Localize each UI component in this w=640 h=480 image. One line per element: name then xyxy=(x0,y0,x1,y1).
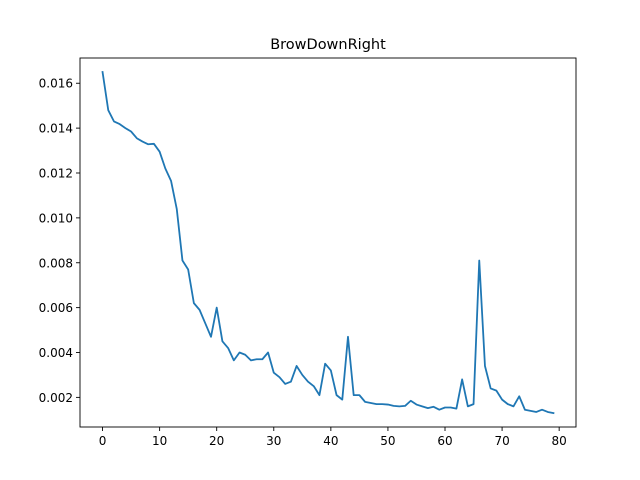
x-tick-label: 10 xyxy=(152,434,167,448)
y-tick-label: 0.010 xyxy=(39,211,73,225)
x-tick-label: 60 xyxy=(437,434,452,448)
chart-title: BrowDownRight xyxy=(270,37,386,53)
x-tick-label: 0 xyxy=(99,434,107,448)
y-tick-label: 0.012 xyxy=(39,166,73,180)
y-tick-label: 0.008 xyxy=(39,256,73,270)
x-tick-label: 50 xyxy=(380,434,395,448)
x-tick-label: 80 xyxy=(552,434,567,448)
x-tick-label: 20 xyxy=(209,434,224,448)
series-line xyxy=(101,70,555,415)
y-tick-label: 0.002 xyxy=(39,391,73,405)
axes-frame xyxy=(79,57,577,428)
x-tick-label: 40 xyxy=(323,434,338,448)
x-tick-label: 30 xyxy=(266,434,281,448)
y-tick-label: 0.014 xyxy=(39,122,73,136)
y-tick-label: 0.016 xyxy=(39,77,73,91)
plot-area: 0 10 20 30 40 50 60 70 80 0.002 0.004 0.006 0.008 0.0… xyxy=(39,57,577,448)
y-tick-label: 0.004 xyxy=(39,346,73,360)
x-tick-label: 70 xyxy=(494,434,509,448)
y-tick-label: 0.006 xyxy=(39,301,73,315)
